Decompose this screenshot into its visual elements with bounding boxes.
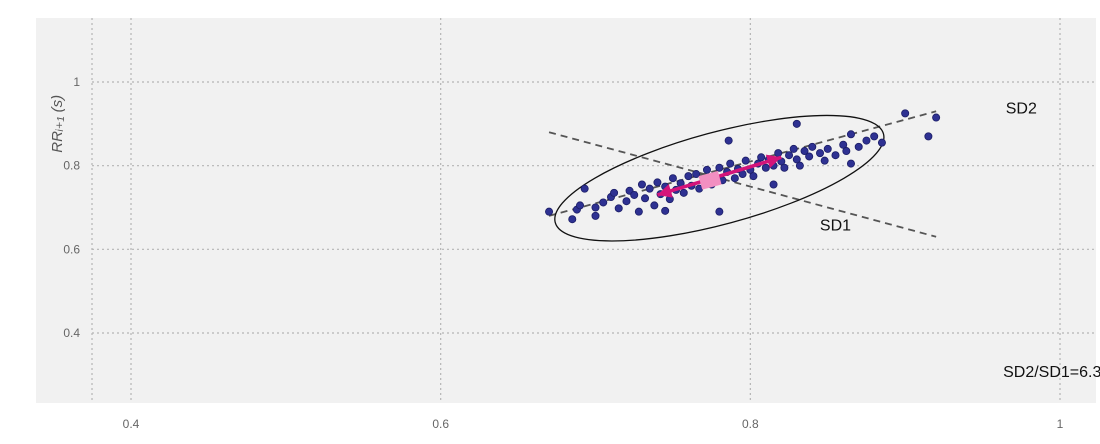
annotation-ratio: SD2/SD1=6.3 (1003, 364, 1100, 381)
data-point (653, 178, 662, 187)
annotations: SD2 SD1 SD2/SD1=6.3 (820, 100, 1100, 381)
data-point (877, 138, 886, 147)
data-point (591, 203, 600, 212)
data-point (805, 152, 814, 161)
data-point (816, 149, 825, 158)
data-point (808, 142, 817, 151)
data-point (823, 144, 832, 153)
data-point (831, 151, 840, 160)
data-point (634, 207, 643, 216)
data-point (641, 194, 650, 203)
data-point (792, 119, 801, 128)
center-marker (698, 170, 722, 190)
y-tick-label: 1 (73, 75, 80, 89)
data-point (820, 156, 829, 165)
data-point (650, 201, 659, 210)
data-point (715, 163, 724, 172)
annotation-sd1: SD1 (820, 218, 851, 235)
data-point (792, 155, 801, 164)
y-tick-label: 0.8 (63, 159, 80, 173)
sd2-arrow (656, 154, 782, 198)
data-point (668, 174, 677, 183)
data-point (580, 184, 589, 193)
data-point (901, 109, 910, 118)
data-point (692, 170, 701, 179)
sd2-arrow-head-end (765, 154, 782, 169)
data-point (684, 172, 693, 181)
data-point (724, 136, 733, 145)
data-point (576, 201, 585, 210)
data-point (599, 198, 608, 207)
data-point (780, 163, 789, 172)
y-tick-label: 0.6 (63, 242, 80, 256)
y-axis-label: RRᵢ₊₁ (s) (49, 95, 66, 153)
sd1-axis-line (548, 131, 937, 238)
data-point (846, 159, 855, 168)
sd-ellipse (554, 114, 885, 242)
data-point (679, 188, 688, 197)
data-point (769, 180, 778, 189)
data-point (741, 156, 750, 165)
data-point (726, 159, 735, 168)
data-point (795, 161, 804, 170)
x-tick-label: 0.4 (123, 417, 140, 431)
data-point (800, 147, 809, 156)
data-point (757, 153, 766, 162)
data-point (842, 147, 851, 156)
data-point (749, 172, 758, 181)
data-point (774, 149, 783, 158)
y-tick-label: 0.4 (63, 326, 80, 340)
data-point (630, 190, 639, 199)
data-point (932, 113, 941, 122)
data-point (545, 207, 554, 216)
annotation-sd2: SD2 (1006, 100, 1037, 117)
grid (91, 18, 1096, 403)
data-point (789, 144, 798, 153)
data-point (637, 180, 646, 189)
data-point (645, 184, 654, 193)
data-point (702, 165, 711, 174)
data-point (591, 211, 600, 220)
data-point (854, 142, 863, 151)
data-point (846, 130, 855, 139)
data-point (568, 215, 577, 224)
data-point (715, 207, 724, 216)
data-point (610, 188, 619, 197)
data-point (785, 151, 794, 160)
data-point (661, 206, 670, 215)
x-tick-label: 0.6 (432, 417, 449, 431)
data-point (862, 136, 871, 145)
sd2-arrow-shaft (656, 155, 782, 197)
data-point (761, 163, 770, 172)
data-point (730, 174, 739, 183)
x-tick-label: 1 (1057, 417, 1064, 431)
data-point (614, 204, 623, 213)
x-tick-label: 0.8 (742, 417, 759, 431)
sd2-arrow-head-start (657, 184, 673, 198)
data-point (870, 132, 879, 141)
tick-labels: 0.4 0.6 0.8 1 0.4 0.6 0.8 1 (63, 75, 1063, 431)
data-point (622, 197, 631, 206)
data-point (924, 132, 933, 141)
data-point (839, 140, 848, 149)
